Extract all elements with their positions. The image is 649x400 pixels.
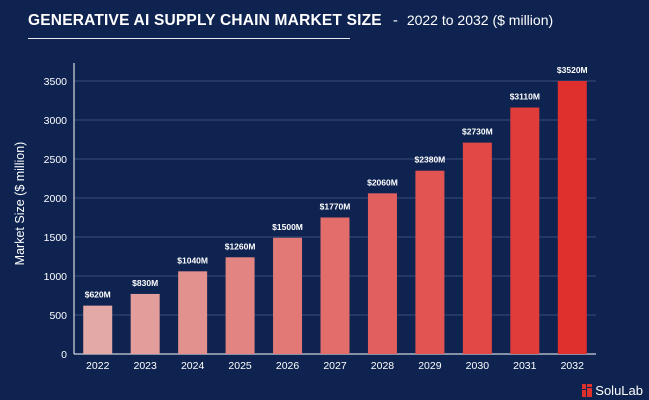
data-label: $3110M <box>510 92 540 102</box>
y-tick-label: 1500 <box>44 232 68 244</box>
data-label: $620M <box>85 290 111 300</box>
x-tick-label: 2026 <box>276 360 300 372</box>
bar <box>273 237 303 354</box>
y-tick-label: 500 <box>49 310 67 322</box>
x-tick-label: 2027 <box>323 360 347 372</box>
bar <box>320 217 350 354</box>
y-tick-label: 2500 <box>44 154 68 166</box>
y-tick-label: 3000 <box>44 115 68 127</box>
data-label: $2380M <box>415 155 446 165</box>
x-tick-label: 2028 <box>371 360 395 372</box>
x-tick-label: 2032 <box>561 360 585 372</box>
y-tick-label: 2000 <box>44 193 68 205</box>
data-label: $1770M <box>320 202 351 212</box>
bar <box>510 107 540 355</box>
data-label: $1500M <box>272 222 303 232</box>
x-tick-label: 2025 <box>228 360 252 372</box>
bar <box>130 293 160 354</box>
solulab-logo-icon <box>582 384 593 397</box>
y-tick-label: 1000 <box>44 271 68 283</box>
bar <box>462 142 492 354</box>
data-label: $2060M <box>367 177 398 187</box>
chart-subtitle: 2022 to 2032 ($ million) <box>406 12 554 28</box>
bar <box>83 305 113 354</box>
chart-title: GENERATIVE AI SUPPLY CHAIN MARKET SIZE <box>28 12 382 29</box>
x-tick-label: 2024 <box>181 360 205 372</box>
bar <box>557 81 587 354</box>
data-label: $1260M <box>225 241 256 251</box>
x-tick-label: 2029 <box>418 360 442 372</box>
bar <box>367 193 397 354</box>
data-label: $1040M <box>177 255 208 265</box>
bar <box>415 170 445 354</box>
bar <box>178 271 208 354</box>
x-tick-label: 2023 <box>134 360 158 372</box>
data-label: $3520M <box>557 65 588 75</box>
data-label: $2730M <box>462 127 493 137</box>
data-label: $830M <box>132 278 158 288</box>
x-tick-label: 2030 <box>466 360 490 372</box>
chart-header: GENERATIVE AI SUPPLY CHAIN MARKET SIZE -… <box>28 12 553 30</box>
x-tick-label: 2031 <box>513 360 537 372</box>
title-separator: - <box>392 12 398 29</box>
y-tick-label: 0 <box>61 349 67 361</box>
y-tick-label: 3500 <box>44 76 68 88</box>
x-tick-label: 2022 <box>86 360 110 372</box>
bar <box>225 257 255 354</box>
brand-name: SoluLab <box>595 383 643 398</box>
brand-logo: SoluLab <box>582 383 643 398</box>
title-underline <box>28 38 350 39</box>
y-axis-label: Market Size ($ million) <box>13 142 27 266</box>
